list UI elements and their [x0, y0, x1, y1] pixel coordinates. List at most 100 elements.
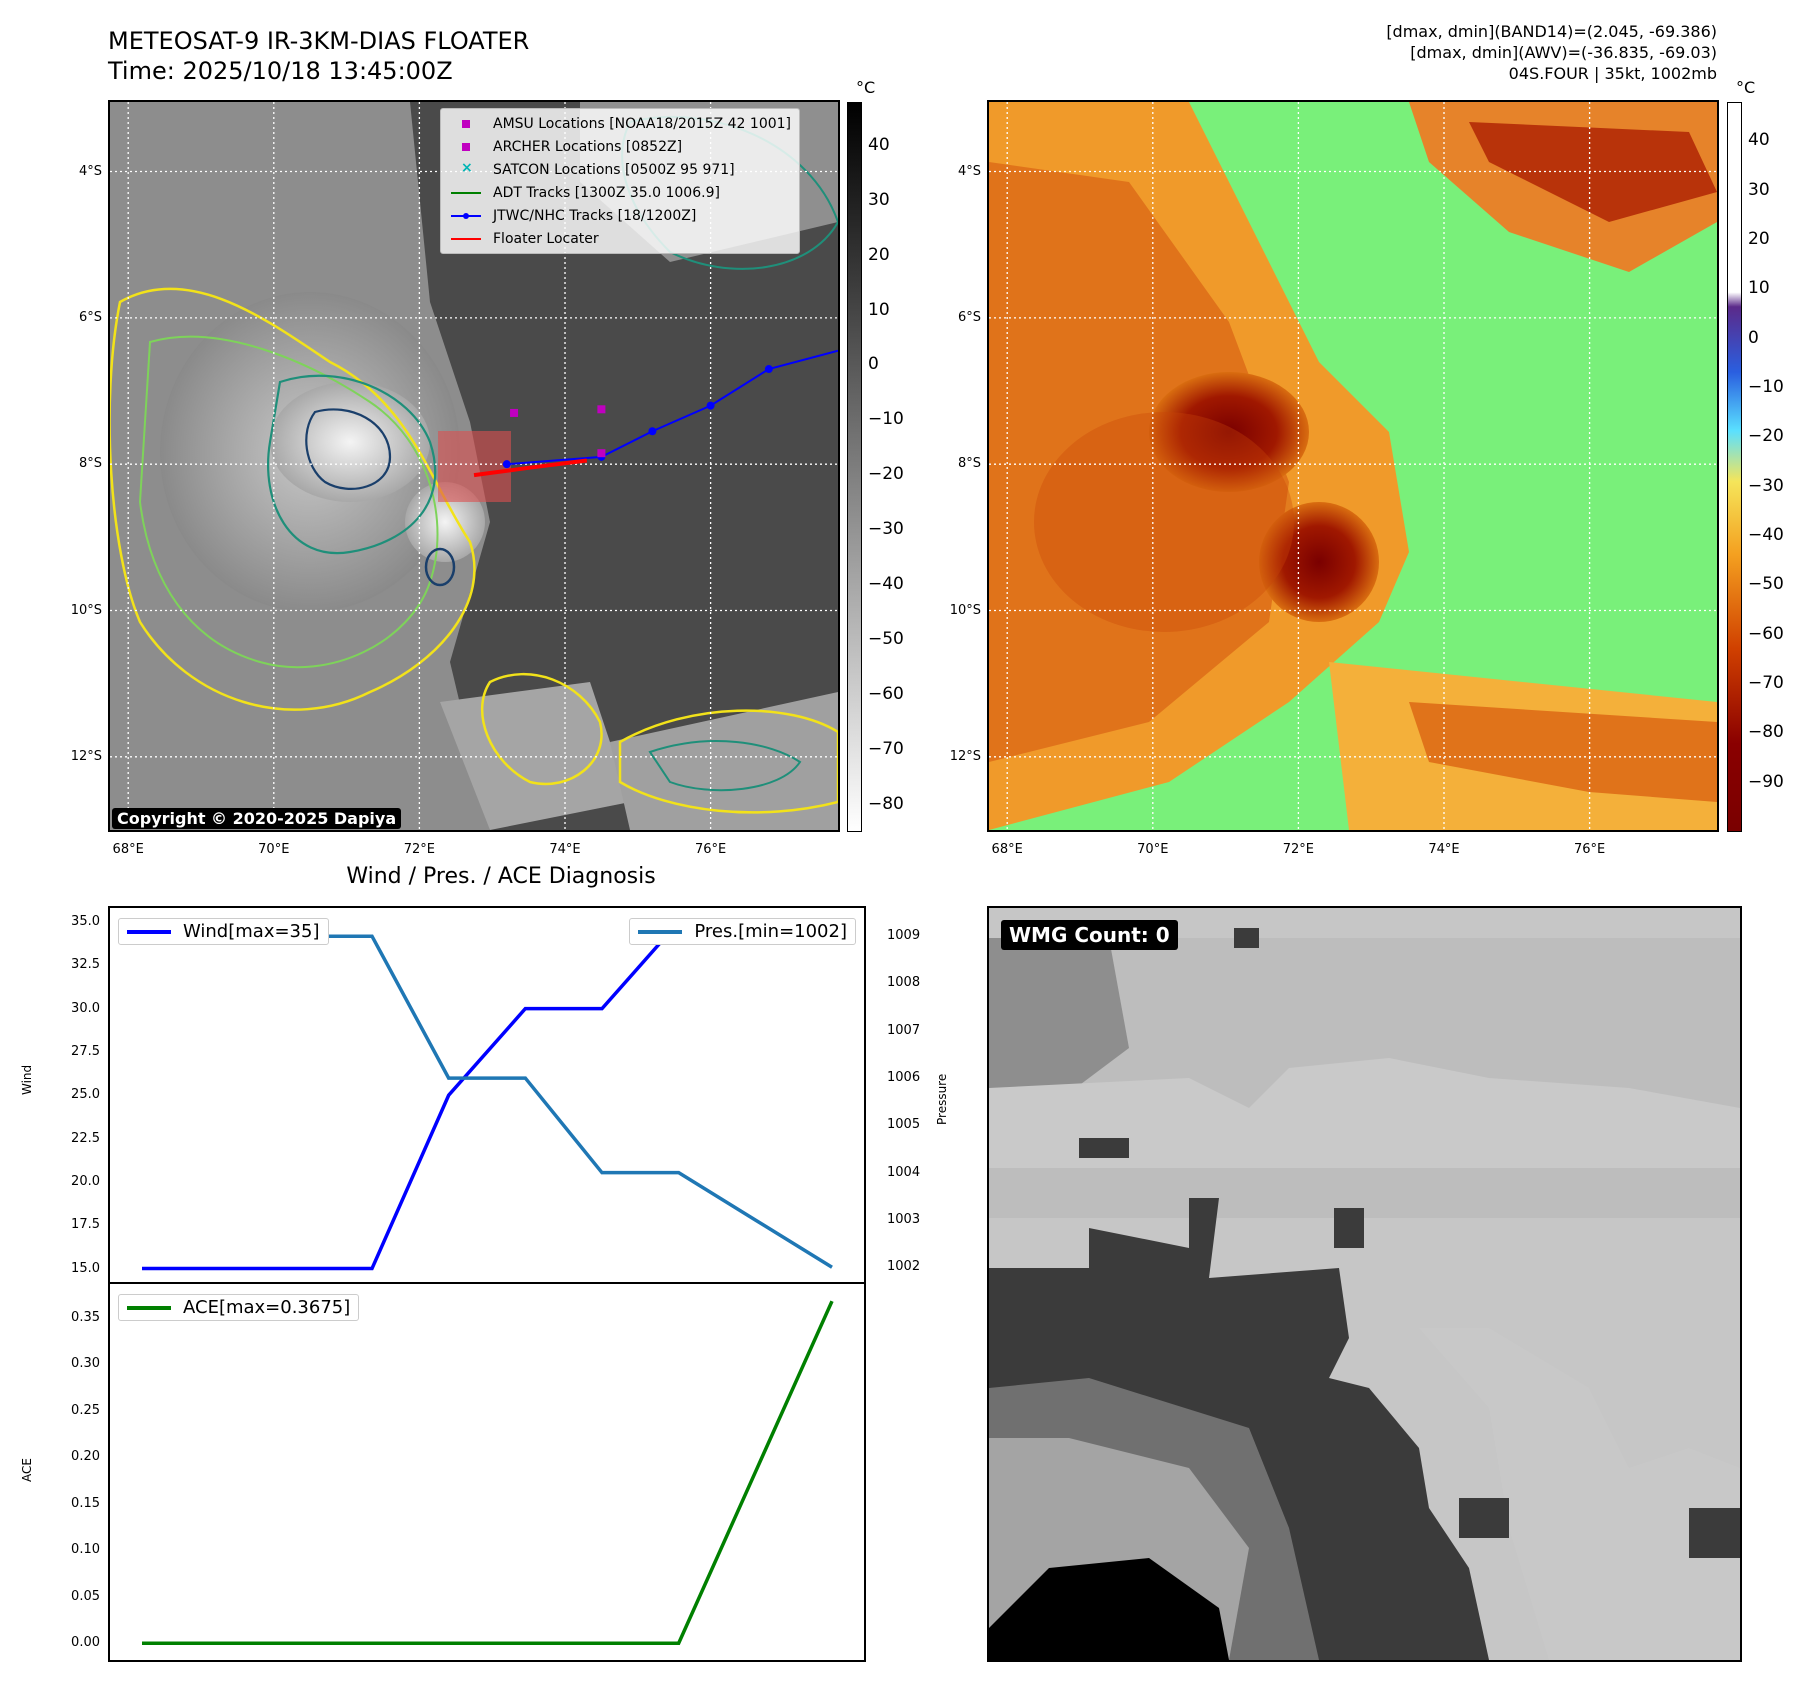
amsu-marker [597, 449, 606, 458]
floater-track-line [473, 458, 588, 478]
pressure-legend-line-icon [638, 929, 683, 934]
pressure-tick-label: 1006 [887, 1070, 921, 1086]
dmax-awv-text: [dmax, dmin](AWV)=(-36.835, -69.03) [1410, 43, 1717, 62]
ir-map-panel[interactable]: AMSU Locations [NOAA18/2015Z 42 1001] AR… [108, 100, 840, 832]
wind-tick-label: 22.5 [71, 1130, 100, 1146]
colorbar-tick-label: −40 [1748, 525, 1784, 546]
legend-item-archer: ARCHER Locations [0852Z] [449, 135, 791, 158]
wind-tick-label: 20.0 [71, 1173, 100, 1189]
wmg-dark-patch [989, 938, 1129, 1108]
colorbar-tick-label: 10 [868, 299, 890, 320]
colorbar-tick-label: 30 [868, 189, 890, 210]
title-line-1: METEOSAT-9 IR-3KM-DIAS FLOATER [108, 27, 530, 55]
awv-map-svg [989, 102, 1717, 830]
lon-tick-label: 72°E [1282, 842, 1315, 857]
colorbar-tick-label: −30 [868, 519, 904, 540]
wind-legend: Wind[max=35] [118, 918, 329, 945]
wind-tick-label: 27.5 [71, 1043, 100, 1059]
amsu-marker [510, 408, 519, 417]
pressure-tick-label: 1008 [887, 975, 921, 991]
amsu-marker [597, 405, 606, 414]
lon-tick-label: 70°E [1137, 842, 1169, 857]
storm-info-text: 04S.FOUR | 35kt, 1002mb [1508, 64, 1717, 83]
wmg-count-badge: WMG Count: 0 [1001, 920, 1178, 950]
ace-tick-label: 0.15 [71, 1495, 100, 1511]
wind-tick-label: 15.0 [71, 1260, 100, 1276]
awv-colorbar-unit: °C [1736, 78, 1756, 97]
ace-svg [142, 1300, 834, 1645]
pressure-ylabel: Pressure [935, 1073, 949, 1125]
wind-tick-label: 17.5 [71, 1217, 100, 1233]
ace-plot[interactable]: ACE[max=0.3675] [108, 1282, 866, 1662]
colorbar-tick-label: −70 [1748, 673, 1784, 694]
lon-tick-label: 74°E [549, 842, 581, 857]
wind-ylabel: Wind [20, 1064, 34, 1095]
wind-series [142, 920, 832, 1271]
ace-tick-label: 0.35 [71, 1309, 100, 1325]
diagnosis-title: Wind / Pres. / ACE Diagnosis [346, 864, 656, 889]
legend-item-amsu: AMSU Locations [NOAA18/2015Z 42 1001] [449, 112, 791, 135]
lat-tick-label: 12°S [949, 748, 981, 764]
wmg-panel[interactable]: WMG Count: 0 [987, 906, 1742, 1662]
awv-gridlines [989, 102, 1717, 830]
lon-tick-label: 70°E [258, 842, 290, 857]
wind-pressure-svg [142, 920, 833, 1271]
ace-tick-label: 0.05 [71, 1588, 100, 1604]
colorbar-tick-label: −60 [868, 683, 904, 704]
colorbar-tick-label: 40 [868, 134, 890, 155]
legend-item-floater: Floater Locater [449, 227, 791, 250]
colorbar-tick-label: −10 [868, 409, 904, 430]
jtwc-track-point [764, 365, 773, 374]
ir-colorbar [847, 102, 862, 832]
colorbar-tick-label: −30 [1748, 475, 1784, 496]
lon-tick-label: 76°E [1573, 842, 1606, 857]
convection-core [270, 382, 430, 502]
ace-line [142, 1300, 834, 1645]
lon-tick-label: 76°E [694, 842, 727, 857]
ace-tick-label: 0.30 [71, 1356, 100, 1372]
lon-tick-label: 68°E [112, 842, 144, 857]
ace-tick-label: 0.10 [71, 1542, 100, 1558]
lon-tick-label: 68°E [991, 842, 1023, 857]
lat-tick-label: 4°S [78, 163, 102, 179]
ace-series [142, 1300, 834, 1645]
colorbar-tick-label: 30 [1748, 179, 1770, 200]
lat-tick-label: 10°S [70, 602, 102, 618]
pressure-series [142, 934, 833, 1269]
pressure-legend: Pres.[min=1002] [629, 918, 856, 945]
ace-tick-label: 0.20 [71, 1449, 100, 1465]
lat-tick-label: 8°S [957, 456, 981, 472]
ace-ylabel: ACE [20, 1458, 34, 1482]
ace-tick-label: 0.00 [71, 1635, 100, 1651]
legend-item-satcon: × SATCON Locations [0500Z 95 971] [449, 158, 791, 181]
colorbar-tick-label: −70 [868, 738, 904, 759]
colorbar-tick-label: −80 [1748, 722, 1784, 743]
colorbar-tick-label: −60 [1748, 623, 1784, 644]
wind-tick-label: 35.0 [71, 914, 100, 929]
awv-core [1149, 372, 1309, 492]
colorbar-tick-label: −80 [868, 793, 904, 814]
pressure-line [142, 934, 833, 1269]
legend-square-icon [449, 140, 483, 154]
lat-tick-label: 6°S [78, 309, 102, 325]
jtwc-track-point [502, 460, 511, 469]
wind-tick-label: 25.0 [71, 1087, 100, 1103]
legend-line-dot-icon [449, 209, 483, 223]
wind-pressure-plot[interactable]: Wind[max=35] Pres.[min=1002] [108, 906, 866, 1284]
contour-teal [267, 374, 437, 555]
ir-colorbar-unit: °C [856, 78, 876, 97]
colorbar-tick-label: 20 [1748, 229, 1770, 250]
pressure-tick-label: 1003 [887, 1211, 921, 1227]
lat-tick-label: 12°S [70, 748, 102, 764]
colorbar-tick-label: −10 [1748, 377, 1784, 398]
colorbar-tick-label: −50 [868, 628, 904, 649]
colorbar-tick-label: −40 [868, 574, 904, 594]
colorbar-tick-label: −20 [868, 464, 904, 485]
title-line-2: Time: 2025/10/18 13:45:00Z [108, 57, 453, 85]
ace-legend-line-icon [127, 1305, 171, 1310]
colorbar-tick-label: 10 [1748, 278, 1770, 299]
colorbar-tick-label: 0 [868, 354, 879, 375]
lat-tick-label: 6°S [957, 309, 981, 325]
awv-map-panel[interactable] [987, 100, 1719, 832]
wind-line [142, 920, 832, 1271]
